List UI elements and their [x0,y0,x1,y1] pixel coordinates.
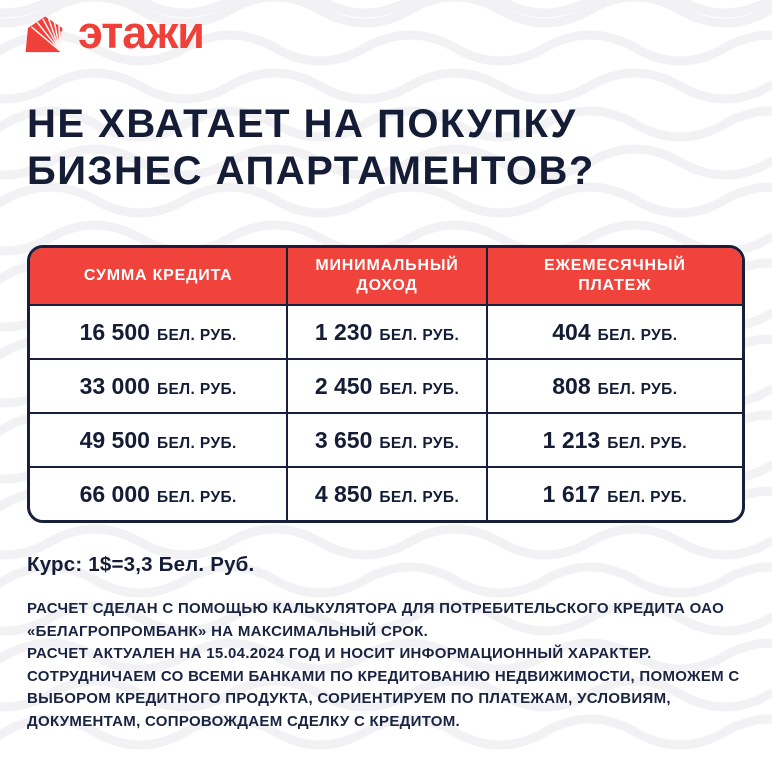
column-header-monthly-payment: ЕЖЕМЕСЯЧНЫЙ ПЛАТЕЖ [485,248,742,304]
column-header-label: ЕЖЕМЕСЯЧНЫЙ ПЛАТЕЖ [544,257,686,294]
headline-line-2: БИЗНЕС АПАРТАМЕНТОВ? [27,149,595,193]
table-cell: 1 617 БЕЛ. РУБ. [485,466,742,520]
currency-unit: БЕЛ. РУБ. [156,434,237,452]
disclaimer-text: РАСЧЕТ СДЕЛАН С ПОМОЩЬЮ КАЛЬКУЛЯТОРА ДЛЯ… [27,598,749,733]
payment-amount: 404 [552,318,591,345]
disclaimer-paragraph-2: РАСЧЕТ АКТУАЛЕН НА 15.04.2024 ГОД И НОСИ… [27,645,652,662]
currency-unit: БЕЛ. РУБ. [597,380,678,398]
table-cell: 4 850 БЕЛ. РУБ. [286,466,486,520]
income-amount: 3 650 [314,426,373,453]
table-cell: 66 000 БЕЛ. РУБ. [30,466,287,520]
table-cell: 404 БЕЛ. РУБ. [485,304,742,358]
brand-logo-text: этажи [78,7,205,58]
headline-line-1: НЕ ХВАТАЕТ НА ПОКУПКУ [27,102,577,146]
currency-unit: БЕЛ. РУБ. [607,488,687,506]
table-cell: 3 650 БЕЛ. РУБ. [286,412,486,466]
table-cell: 808 БЕЛ. РУБ. [485,358,742,412]
currency-unit: БЕЛ. РУБ. [156,326,237,344]
credit-amount: 16 500 [79,318,150,345]
currency-unit: БЕЛ. РУБ. [379,380,460,398]
column-header-label: МИНИМАЛЬНЫЙ ДОХОД [315,257,459,294]
currency-unit: БЕЛ. РУБ. [156,380,237,398]
credit-amount: 66 000 [79,480,150,507]
exchange-rate: Курс: 1$=3,3 Бел. Руб. [27,553,255,576]
page-title: НЕ ХВАТАЕТ НА ПОКУПКУ БИЗНЕС АПАРТАМЕНТОВ… [27,101,745,195]
income-amount: 4 850 [314,480,373,507]
table-cell: 1 213 БЕЛ. РУБ. [485,412,742,466]
table-cell: 2 450 БЕЛ. РУБ. [286,358,486,412]
payment-amount: 808 [552,372,591,399]
income-amount: 2 450 [314,372,373,399]
table-cell: 49 500 БЕЛ. РУБ. [30,412,287,466]
income-amount: 1 230 [314,318,373,345]
currency-unit: БЕЛ. РУБ. [379,434,460,452]
disclaimer-paragraph-3: СОТРУДНИЧАЕМ СО ВСЕМИ БАНКАМИ ПО КРЕДИТО… [27,667,740,730]
currency-unit: БЕЛ. РУБ. [379,488,460,506]
payment-amount: 1 617 [542,480,601,507]
column-header-label: СУММА КРЕДИТА [83,267,233,284]
credit-amount: 33 000 [79,372,150,399]
currency-unit: БЕЛ. РУБ. [379,326,460,344]
credit-amount: 49 500 [79,426,150,453]
poster-content: этажи НЕ ХВАТАЕТ НА ПОКУПКУ БИЗНЕС АПАРТА… [21,0,749,733]
brand-logo: этажи [21,0,745,61]
disclaimer-paragraph-1: РАСЧЕТ СДЕЛАН С ПОМОЩЬЮ КАЛЬКУЛЯТОРА ДЛЯ… [27,600,725,640]
currency-unit: БЕЛ. РУБ. [597,326,678,344]
column-header-min-income: МИНИМАЛЬНЫЙ ДОХОД [286,248,486,304]
payment-amount: 1 213 [542,426,601,453]
etazhi-house-icon [25,15,63,52]
table-cell: 16 500 БЕЛ. РУБ. [30,304,287,358]
currency-unit: БЕЛ. РУБ. [607,434,687,452]
table-cell: 33 000 БЕЛ. РУБ. [30,358,287,412]
table-cell: 1 230 БЕЛ. РУБ. [286,304,486,358]
column-header-credit-sum: СУММА КРЕДИТА [30,248,287,304]
credit-table: СУММА КРЕДИТА МИНИМАЛЬНЫЙ ДОХОД ЕЖЕМЕСЯЧ… [27,245,745,523]
currency-unit: БЕЛ. РУБ. [156,488,237,506]
